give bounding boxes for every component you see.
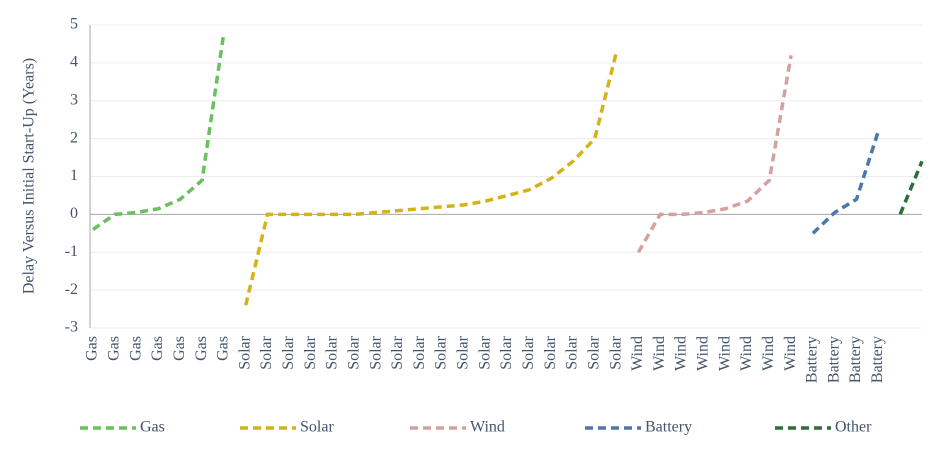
series-line xyxy=(811,130,881,235)
x-tick-label: Gas xyxy=(215,336,232,361)
x-tick-label: Solar xyxy=(302,335,319,369)
series-line xyxy=(636,54,793,254)
x-tick-label: Solar xyxy=(476,335,493,369)
y-tick-label: 1 xyxy=(70,167,78,184)
x-tick-label: Gas xyxy=(105,336,122,361)
y-tick-label: 2 xyxy=(70,129,78,146)
x-tick-label: Gas xyxy=(84,336,101,361)
x-tick-label: Wind xyxy=(716,336,733,371)
x-tick-label: Solar xyxy=(236,335,253,369)
x-tick-label: Solar xyxy=(520,335,537,369)
legend-label: Other xyxy=(835,419,872,436)
y-tick-label: 0 xyxy=(70,205,78,222)
x-tick-label: Gas xyxy=(193,336,210,361)
x-tick-label: Wind xyxy=(738,336,755,371)
legend-label: Solar xyxy=(300,419,334,436)
x-tick-label: Wind xyxy=(629,336,646,371)
x-tick-label: Solar xyxy=(585,335,602,369)
x-tick-label: Solar xyxy=(411,335,428,369)
x-tick-label: Battery xyxy=(804,336,821,383)
x-tick-label: Gas xyxy=(171,336,188,361)
series-line xyxy=(898,160,924,216)
x-tick-label: Solar xyxy=(367,335,384,369)
x-tick-label: Solar xyxy=(607,335,624,369)
y-tick-label: -1 xyxy=(65,243,78,260)
y-tick-label: -3 xyxy=(65,319,78,336)
x-tick-label: Solar xyxy=(455,335,472,369)
series-line xyxy=(244,51,619,306)
x-tick-label: Solar xyxy=(258,335,275,369)
x-tick-label: Solar xyxy=(324,335,341,369)
x-tick-label: Wind xyxy=(673,336,690,371)
y-tick-label: 3 xyxy=(70,91,78,108)
x-tick-label: Wind xyxy=(782,336,799,371)
x-tick-label: Wind xyxy=(651,336,668,371)
x-tick-label: Wind xyxy=(760,336,777,371)
series-line xyxy=(92,32,226,231)
x-tick-label: Solar xyxy=(280,335,297,369)
y-axis-label: Delay Versus Initial Start-Up (Years) xyxy=(21,58,38,294)
y-tick-label: 5 xyxy=(70,16,78,33)
legend-label: Gas xyxy=(140,419,165,436)
x-tick-label: Battery xyxy=(869,336,886,383)
legend-label: Battery xyxy=(645,419,692,436)
y-tick-label: 4 xyxy=(70,54,78,71)
x-tick-label: Solar xyxy=(564,335,581,369)
x-tick-label: Gas xyxy=(127,336,144,361)
x-tick-label: Solar xyxy=(542,335,559,369)
legend-label: Wind xyxy=(470,419,505,436)
x-tick-label: Gas xyxy=(149,336,166,361)
x-tick-label: Solar xyxy=(433,335,450,369)
y-tick-label: -2 xyxy=(65,281,78,298)
x-tick-label: Solar xyxy=(498,335,515,369)
x-tick-label: Battery xyxy=(847,336,864,383)
x-tick-label: Battery xyxy=(825,336,842,383)
x-tick-label: Solar xyxy=(389,335,406,369)
x-tick-label: Wind xyxy=(695,336,712,371)
x-tick-label: Solar xyxy=(345,335,362,369)
